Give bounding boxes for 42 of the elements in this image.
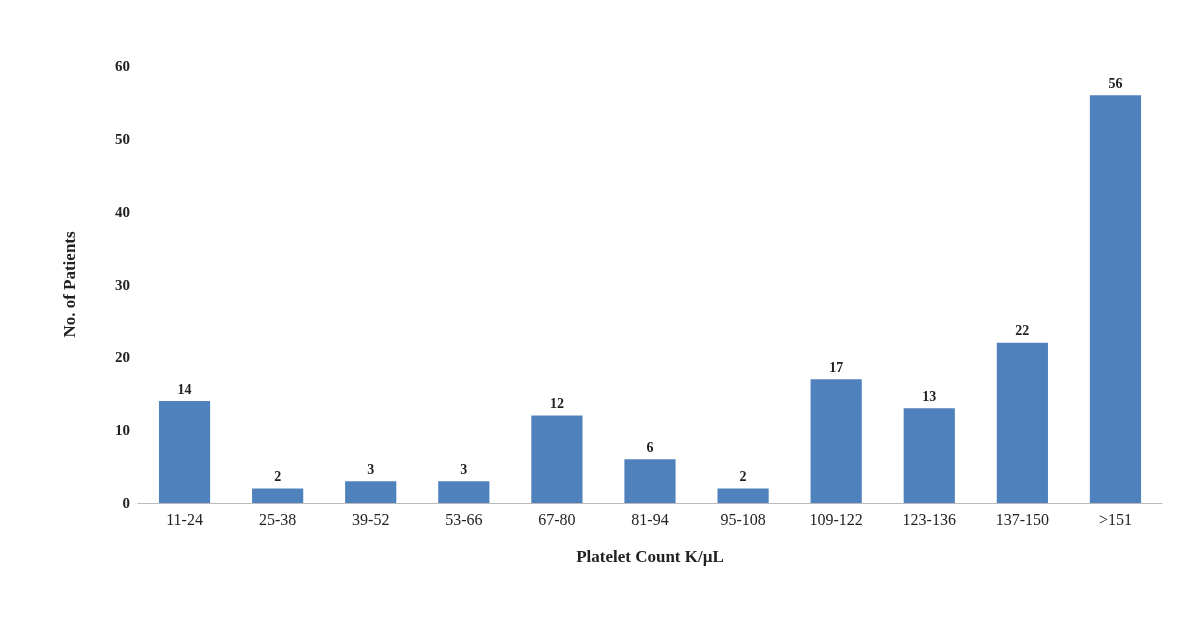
x-tick-label: 67-80	[538, 510, 576, 528]
bar	[624, 459, 676, 503]
bar	[996, 342, 1048, 503]
data-label: 56	[1108, 75, 1123, 91]
data-label: 3	[460, 461, 468, 477]
data-label: 13	[922, 388, 937, 404]
x-tick-label: 39-52	[352, 510, 390, 528]
x-tick-label: 95-108	[720, 510, 766, 528]
x-axis-title: Platelet Count K/µL	[576, 547, 724, 566]
x-tick-label: 109-122	[809, 510, 863, 528]
x-tick-label: 123-136	[902, 510, 956, 528]
y-tick-label: 30	[115, 276, 130, 293]
y-tick-label: 20	[115, 349, 130, 366]
bar	[903, 408, 955, 503]
data-label: 2	[739, 468, 747, 484]
x-tick-label: >151	[1098, 510, 1132, 528]
x-tick-label: 81-94	[631, 510, 669, 528]
y-tick-label: 10	[115, 422, 130, 439]
y-tick-label: 60	[115, 58, 130, 74]
data-label: 2	[274, 468, 282, 484]
data-label: 22	[1015, 323, 1030, 339]
y-tick-label: 0	[122, 495, 130, 511]
bar	[717, 488, 769, 503]
data-label: 14	[177, 381, 192, 397]
data-label: 17	[829, 359, 844, 375]
bar	[531, 415, 583, 503]
data-label: 3	[367, 461, 375, 477]
bar	[810, 379, 862, 503]
y-tick-label: 50	[115, 130, 130, 147]
x-tick-label: 25-38	[258, 510, 297, 528]
data-label: 6	[646, 439, 654, 455]
y-axis-title: No. of Patients	[60, 231, 79, 338]
bar	[252, 488, 304, 503]
y-tick-label: 40	[115, 203, 130, 220]
x-tick-label: 11-24	[166, 510, 203, 528]
bar	[158, 401, 211, 503]
x-tick-label: 53-66	[445, 510, 483, 528]
bar	[1089, 95, 1142, 503]
bar	[345, 481, 397, 503]
x-tick-label: 137-150	[995, 510, 1050, 528]
data-label: 12	[549, 396, 564, 412]
bar	[438, 481, 490, 503]
